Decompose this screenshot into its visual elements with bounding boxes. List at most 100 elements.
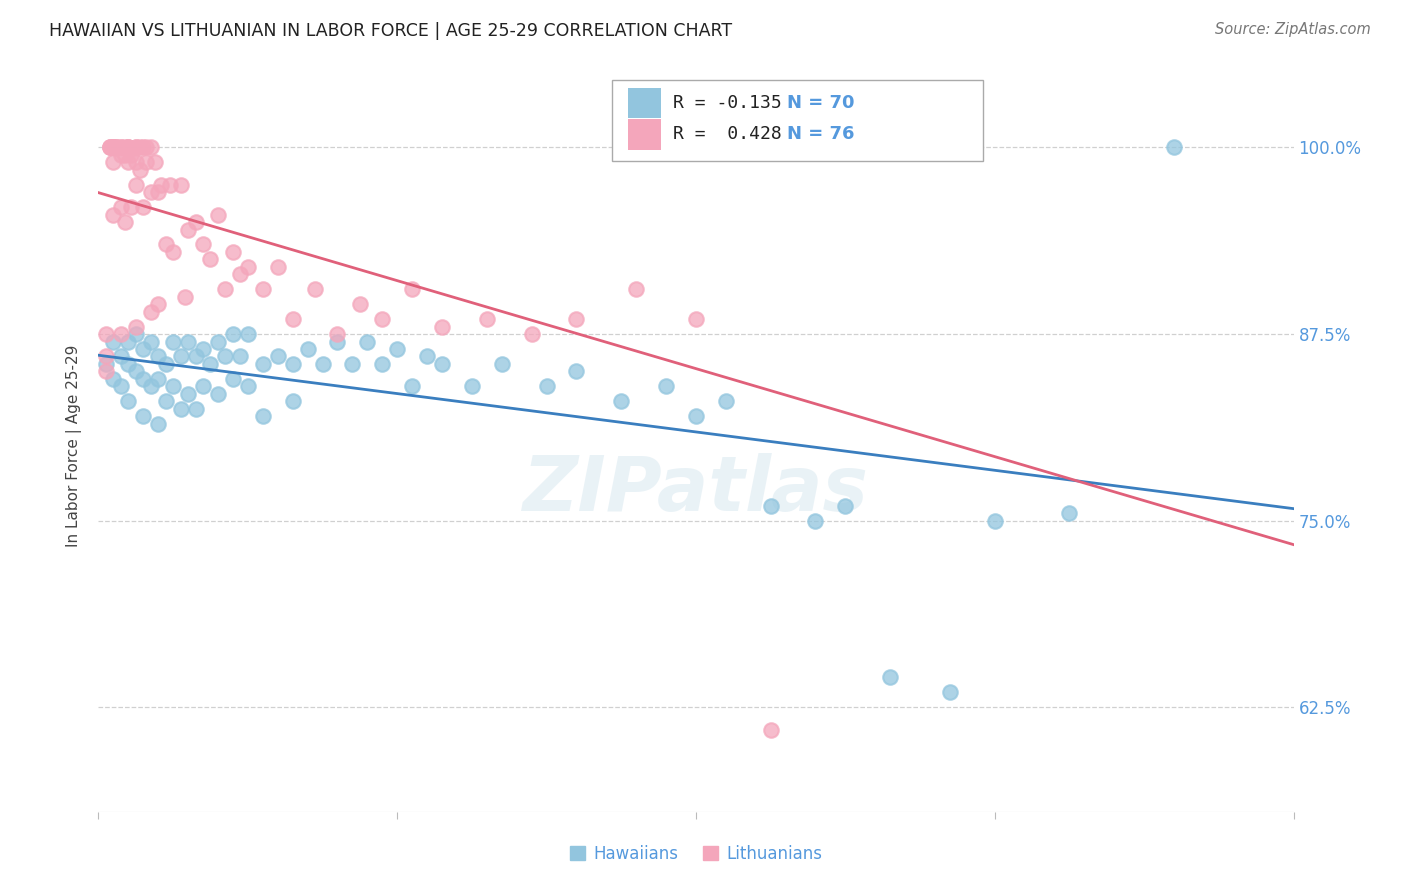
Point [304,282,326,296]
Point [110,350,132,364]
Point [461,379,484,393]
Point [207,208,229,222]
Point [143,155,166,169]
Point [804,514,827,528]
Point [191,237,214,252]
Point [184,401,207,416]
Point [132,372,155,386]
Point [150,178,173,192]
Point [120,200,142,214]
Point [125,319,148,334]
Point [110,140,132,154]
Point [491,357,513,371]
Y-axis label: In Labor Force | Age 25-29: In Labor Force | Age 25-29 [66,345,83,547]
Point [103,140,125,154]
Point [834,499,856,513]
Point [655,379,678,393]
Point [371,357,394,371]
Point [685,312,707,326]
Point [252,357,274,371]
Point [125,155,148,169]
Point [139,334,162,349]
Point [177,386,200,401]
Point [125,140,148,154]
Point [610,394,633,409]
Point [110,326,132,341]
Point [169,350,191,364]
Point [939,685,962,699]
Point [326,326,349,341]
Point [159,178,181,192]
Point [110,379,132,393]
Point [222,326,245,341]
Point [281,357,304,371]
Point [103,334,125,349]
Point [342,357,364,371]
Point [110,200,132,214]
Point [135,155,157,169]
Point [117,155,139,169]
Text: N = 70: N = 70 [787,94,855,112]
Point [132,200,155,214]
Text: HAWAIIAN VS LITHUANIAN IN LABOR FORCE | AGE 25-29 CORRELATION CHART: HAWAIIAN VS LITHUANIAN IN LABOR FORCE | … [49,22,733,40]
Point [132,409,155,424]
Point [984,514,1007,528]
Point [155,357,177,371]
Point [120,148,142,162]
Point [177,334,200,349]
Text: R = -0.135: R = -0.135 [673,94,782,112]
Point [139,379,162,393]
Point [759,723,782,737]
Point [267,260,290,274]
Point [94,364,117,378]
Point [129,140,152,154]
Point [103,140,125,154]
Point [105,140,128,154]
Point [177,222,200,236]
Point [117,334,139,349]
Point [139,140,162,154]
Point [475,312,498,326]
Point [103,140,125,154]
Point [214,350,236,364]
Point [759,499,782,513]
Point [536,379,558,393]
Point [169,178,191,192]
Point [162,379,184,393]
Point [520,326,543,341]
Point [714,394,737,409]
Point [148,372,170,386]
Point [139,304,162,318]
Point [184,350,207,364]
Point [135,140,157,154]
Point [685,409,707,424]
Point [430,319,453,334]
Point [148,350,170,364]
Point [430,357,453,371]
Point [174,290,197,304]
Point [401,282,423,296]
Point [184,215,207,229]
Point [222,244,245,259]
Point [281,312,304,326]
Point [110,148,132,162]
Point [326,334,349,349]
Point [98,140,122,154]
Point [125,364,148,378]
Point [125,140,148,154]
FancyBboxPatch shape [628,119,661,150]
Point [229,268,252,282]
Text: ZIPatlas: ZIPatlas [523,453,869,527]
Point [626,282,648,296]
Point [125,326,148,341]
Point [953,140,976,154]
Point [162,244,184,259]
Point [148,417,170,431]
Point [385,342,409,356]
Point [416,350,439,364]
Text: R =  0.428: R = 0.428 [673,126,782,144]
Point [401,379,423,393]
Point [110,140,132,154]
Point [200,357,222,371]
Point [148,186,170,200]
